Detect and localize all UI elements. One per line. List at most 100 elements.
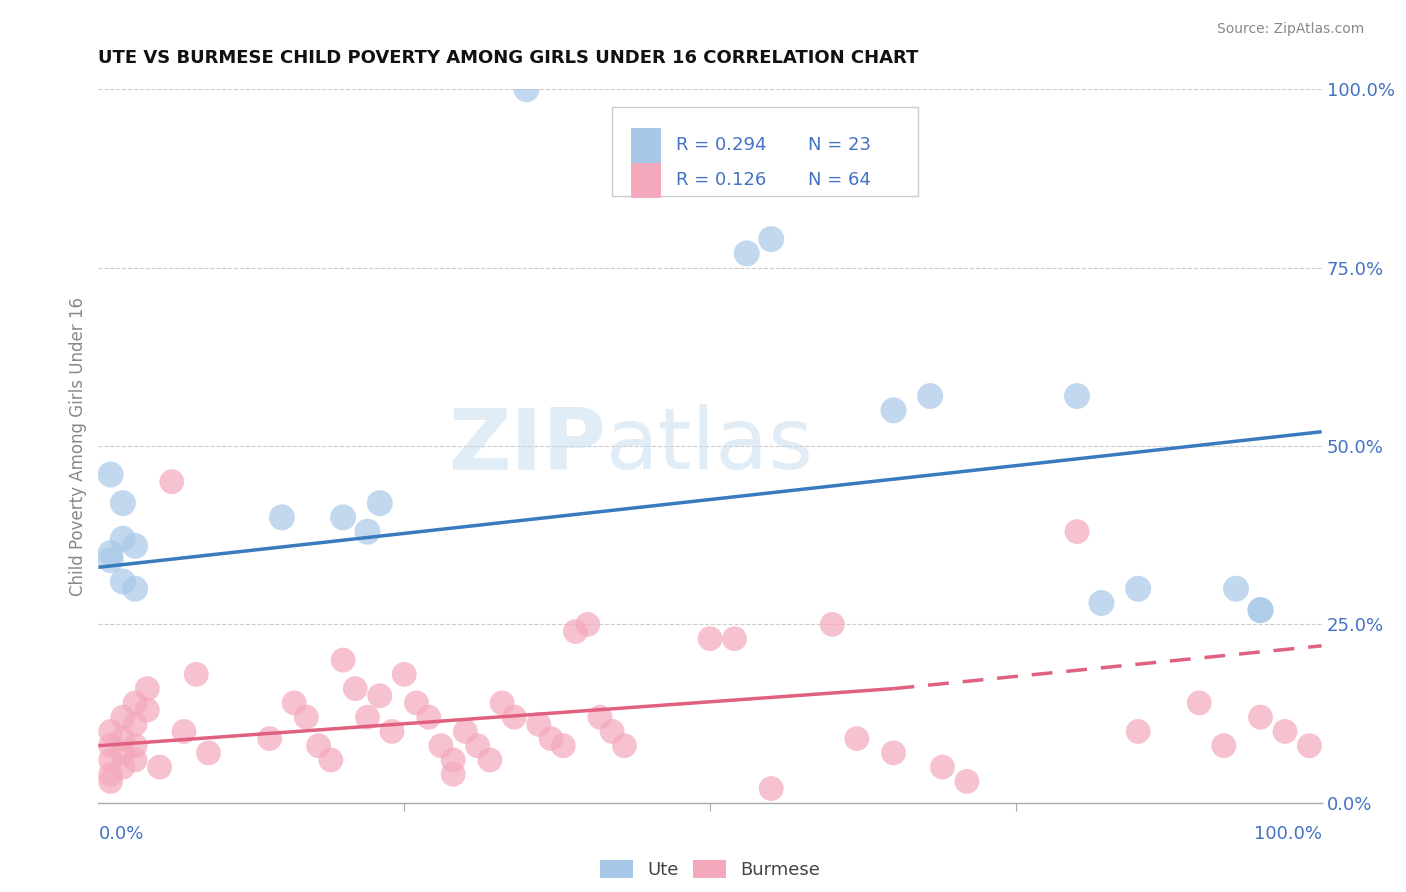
Point <box>735 246 758 260</box>
Text: 0.0%: 0.0% <box>98 825 143 843</box>
Point <box>124 539 146 553</box>
Text: UTE VS BURMESE CHILD POVERTY AMONG GIRLS UNDER 16 CORRELATION CHART: UTE VS BURMESE CHILD POVERTY AMONG GIRLS… <box>98 49 918 67</box>
Point <box>920 389 942 403</box>
Point <box>111 574 134 589</box>
Point <box>308 739 330 753</box>
Point <box>124 717 146 731</box>
FancyBboxPatch shape <box>612 107 918 196</box>
Point <box>100 546 122 560</box>
Point <box>1225 582 1247 596</box>
Point <box>761 781 783 796</box>
Point <box>527 717 550 731</box>
Point <box>111 760 134 774</box>
Point <box>516 82 538 96</box>
Point <box>1250 603 1272 617</box>
Point <box>100 553 122 567</box>
Text: R = 0.294: R = 0.294 <box>676 136 766 154</box>
Point <box>356 524 378 539</box>
Point <box>173 724 195 739</box>
Point <box>845 731 868 746</box>
Point <box>1250 603 1272 617</box>
Text: ZIP: ZIP <box>449 404 606 488</box>
Point <box>1128 724 1150 739</box>
Point <box>136 681 159 696</box>
Point <box>467 739 489 753</box>
Point <box>589 710 612 724</box>
Point <box>100 767 122 781</box>
Point <box>883 403 905 417</box>
Text: 100.0%: 100.0% <box>1254 825 1322 843</box>
Point <box>576 617 599 632</box>
Point <box>1066 389 1088 403</box>
Point <box>540 731 562 746</box>
Point <box>1212 739 1234 753</box>
Point <box>1066 524 1088 539</box>
Point <box>931 760 953 774</box>
Point <box>883 746 905 760</box>
Point <box>100 739 122 753</box>
Point <box>197 746 219 760</box>
Point <box>956 774 979 789</box>
Text: atlas: atlas <box>606 404 814 488</box>
Point <box>100 467 122 482</box>
Point <box>259 731 281 746</box>
Point <box>356 710 378 724</box>
Point <box>553 739 575 753</box>
Point <box>100 753 122 767</box>
Point <box>319 753 342 767</box>
Point <box>392 667 416 681</box>
FancyBboxPatch shape <box>630 128 661 163</box>
Point <box>1298 739 1320 753</box>
Point <box>186 667 208 681</box>
Point <box>295 710 318 724</box>
Point <box>564 624 586 639</box>
Point <box>430 739 453 753</box>
Point <box>441 767 464 781</box>
Point <box>332 510 354 524</box>
Point <box>454 724 477 739</box>
Point <box>491 696 513 710</box>
Point <box>600 724 623 739</box>
Point <box>124 753 146 767</box>
Point <box>270 510 294 524</box>
Text: N = 23: N = 23 <box>808 136 870 154</box>
Point <box>111 532 134 546</box>
Point <box>124 696 146 710</box>
Point <box>478 753 501 767</box>
Point <box>418 710 440 724</box>
Point <box>111 746 134 760</box>
Point <box>821 617 844 632</box>
Text: N = 64: N = 64 <box>808 171 870 189</box>
Point <box>344 681 367 696</box>
Point <box>100 724 122 739</box>
Point <box>761 232 783 246</box>
Point <box>405 696 427 710</box>
Point <box>1274 724 1296 739</box>
Text: Source: ZipAtlas.com: Source: ZipAtlas.com <box>1216 22 1364 37</box>
Point <box>111 731 134 746</box>
Point <box>441 753 464 767</box>
Point <box>124 739 146 753</box>
Point <box>111 710 134 724</box>
Text: R = 0.126: R = 0.126 <box>676 171 766 189</box>
Point <box>149 760 172 774</box>
Point <box>124 582 146 596</box>
Point <box>1128 582 1150 596</box>
Point <box>100 774 122 789</box>
FancyBboxPatch shape <box>630 162 661 198</box>
Point <box>160 475 183 489</box>
Point <box>723 632 745 646</box>
Point <box>503 710 526 724</box>
Point <box>332 653 354 667</box>
Legend: Ute, Burmese: Ute, Burmese <box>593 853 827 887</box>
Point <box>1090 596 1112 610</box>
Point <box>1188 696 1211 710</box>
Point <box>111 496 134 510</box>
Point <box>136 703 159 717</box>
Point <box>613 739 636 753</box>
Point <box>368 496 391 510</box>
Point <box>283 696 305 710</box>
Point <box>699 632 721 646</box>
Point <box>1250 710 1272 724</box>
Point <box>368 689 391 703</box>
